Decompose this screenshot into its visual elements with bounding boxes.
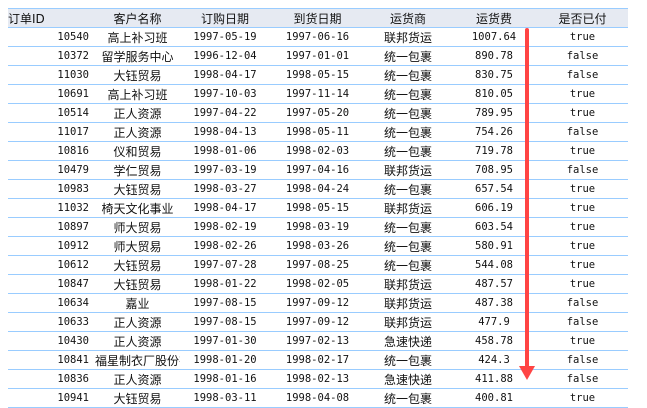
cell-shipper: 统一包裹 (365, 122, 451, 142)
cell-order-date: 1997-08-15 (180, 293, 270, 313)
cell-customer-name: 师大贸易 (95, 236, 180, 256)
cell-order-id: 10897 (8, 217, 95, 237)
cell-shipper: 急速快递 (365, 369, 451, 389)
cell-order-id: 10633 (8, 312, 95, 332)
cell-arrival-date: 1998-03-19 (270, 217, 365, 237)
cell-order-id: 10983 (8, 179, 95, 199)
cell-customer-name: 学仁贸易 (95, 160, 180, 180)
cell-arrival-date: 1998-02-05 (270, 274, 365, 294)
cell-arrival-date: 1998-02-03 (270, 141, 365, 161)
cell-freight: 477.9 (451, 312, 537, 332)
table-row[interactable]: 10897 师大贸易 1998-02-19 1998-03-19 统一包裹 603.54 t… (8, 217, 628, 237)
cell-order-date: 1997-04-22 (180, 103, 270, 123)
cell-arrival-date: 1997-08-25 (270, 255, 365, 275)
table-row[interactable]: 10514 正人资源 1997-04-22 1997-05-20 统一包裹 789.95 t… (8, 103, 628, 123)
cell-shipper: 统一包裹 (365, 179, 451, 199)
cell-customer-name: 大钰贸易 (95, 274, 180, 294)
cell-order-date: 1998-01-20 (180, 350, 270, 370)
table-row[interactable]: 10430 正人资源 1997-01-30 1997-02-13 急速快递 458.78 t… (8, 331, 628, 351)
column-header-arrival-date[interactable]: 到货日期 (270, 8, 365, 28)
cell-order-date: 1996-12-04 (180, 46, 270, 66)
table-row[interactable]: 10633 正人资源 1997-08-15 1997-09-12 联邦货运 477.9 fa… (8, 312, 628, 332)
cell-customer-name: 高上补习班 (95, 27, 180, 47)
cell-arrival-date: 1997-11-14 (270, 84, 365, 104)
column-header-customer-name[interactable]: 客户名称 (95, 8, 180, 28)
cell-freight: 810.05 (451, 84, 537, 104)
cell-arrival-date: 1997-04-16 (270, 160, 365, 180)
table-row[interactable]: 10816 仪和贸易 1998-01-06 1998-02-03 统一包裹 719.78 t… (8, 141, 628, 161)
cell-customer-name: 嘉业 (95, 293, 180, 313)
cell-order-date: 1998-04-17 (180, 198, 270, 218)
table-row[interactable]: 11017 正人资源 1998-04-13 1998-05-11 统一包裹 754.26 f… (8, 122, 628, 142)
cell-shipper: 统一包裹 (365, 388, 451, 408)
table-row[interactable]: 10691 高上补习班 1997-10-03 1997-11-14 统一包裹 810.05… (8, 84, 628, 104)
cell-paid: true (537, 141, 628, 161)
cell-freight: 487.57 (451, 274, 537, 294)
cell-shipper: 联邦货运 (365, 274, 451, 294)
cell-freight: 411.88 (451, 369, 537, 389)
cell-shipper: 统一包裹 (365, 255, 451, 275)
cell-customer-name: 师大贸易 (95, 217, 180, 237)
column-header-shipper[interactable]: 运货商 (365, 8, 451, 28)
cell-freight: 424.3 (451, 350, 537, 370)
table-row[interactable]: 11030 大钰贸易 1998-04-17 1998-05-15 统一包裹 830.75 f… (8, 65, 628, 85)
cell-shipper: 统一包裹 (365, 217, 451, 237)
cell-customer-name: 正人资源 (95, 103, 180, 123)
arrow-head-icon (519, 366, 535, 380)
cell-order-date: 1998-02-19 (180, 217, 270, 237)
table-row[interactable]: 10912 师大贸易 1998-02-26 1998-03-26 统一包裹 580.91 t… (8, 236, 628, 256)
cell-paid: false (537, 65, 628, 85)
header-row: 订单ID 客户名称 订购日期 到货日期 运货商 运货费 是否已付 (8, 8, 628, 28)
column-header-paid[interactable]: 是否已付 (537, 8, 628, 28)
cell-arrival-date: 1998-04-24 (270, 179, 365, 199)
table-row[interactable]: 10983 大钰贸易 1998-03-27 1998-04-24 统一包裹 657.54 t… (8, 179, 628, 199)
table-row[interactable]: 10479 学仁贸易 1997-03-19 1997-04-16 联邦货运 708.95 f… (8, 160, 628, 180)
cell-order-date: 1997-10-03 (180, 84, 270, 104)
cell-shipper: 统一包裹 (365, 141, 451, 161)
cell-freight: 458.78 (451, 331, 537, 351)
table-row[interactable]: 10847 大钰贸易 1998-01-22 1998-02-05 联邦货运 487.57 t… (8, 274, 628, 294)
cell-customer-name: 仪和贸易 (95, 141, 180, 161)
cell-shipper: 急速快递 (365, 331, 451, 351)
cell-order-id: 10941 (8, 388, 95, 408)
table-row[interactable]: 10612 大钰贸易 1997-07-28 1997-08-25 统一包裹 544.08 t… (8, 255, 628, 275)
orders-table: 订单ID 客户名称 订购日期 到货日期 运货商 运货费 是否已付 10540 高上补习班 199… (8, 8, 628, 408)
cell-paid: false (537, 122, 628, 142)
cell-arrival-date: 1998-02-17 (270, 350, 365, 370)
cell-customer-name: 大钰贸易 (95, 388, 180, 408)
cell-order-date: 1998-01-06 (180, 141, 270, 161)
cell-paid: true (537, 179, 628, 199)
cell-order-date: 1998-04-13 (180, 122, 270, 142)
cell-arrival-date: 1998-02-13 (270, 369, 365, 389)
table-row[interactable]: 10841福星制衣厂股份有限公司1998-01-201998-02-17统一包裹… (8, 350, 628, 370)
cell-order-date: 1998-01-16 (180, 369, 270, 389)
cell-arrival-date: 1998-03-26 (270, 236, 365, 256)
cell-order-date: 1998-03-11 (180, 388, 270, 408)
cell-shipper: 统一包裹 (365, 350, 451, 370)
cell-order-date: 1997-08-15 (180, 312, 270, 332)
cell-customer-name: 大钰贸易 (95, 255, 180, 275)
cell-arrival-date: 1997-01-01 (270, 46, 365, 66)
cell-paid: true (537, 84, 628, 104)
cell-customer-name: 高上补习班 (95, 84, 180, 104)
cell-arrival-date: 1997-05-20 (270, 103, 365, 123)
cell-freight: 603.54 (451, 217, 537, 237)
cell-customer-name: 正人资源 (95, 369, 180, 389)
cell-freight: 830.75 (451, 65, 537, 85)
cell-paid: true (537, 274, 628, 294)
cell-freight: 754.26 (451, 122, 537, 142)
cell-freight: 400.81 (451, 388, 537, 408)
cell-paid: true (537, 198, 628, 218)
table-row[interactable]: 10941 大钰贸易 1998-03-11 1998-04-08 统一包裹 400.81 t… (8, 388, 628, 408)
